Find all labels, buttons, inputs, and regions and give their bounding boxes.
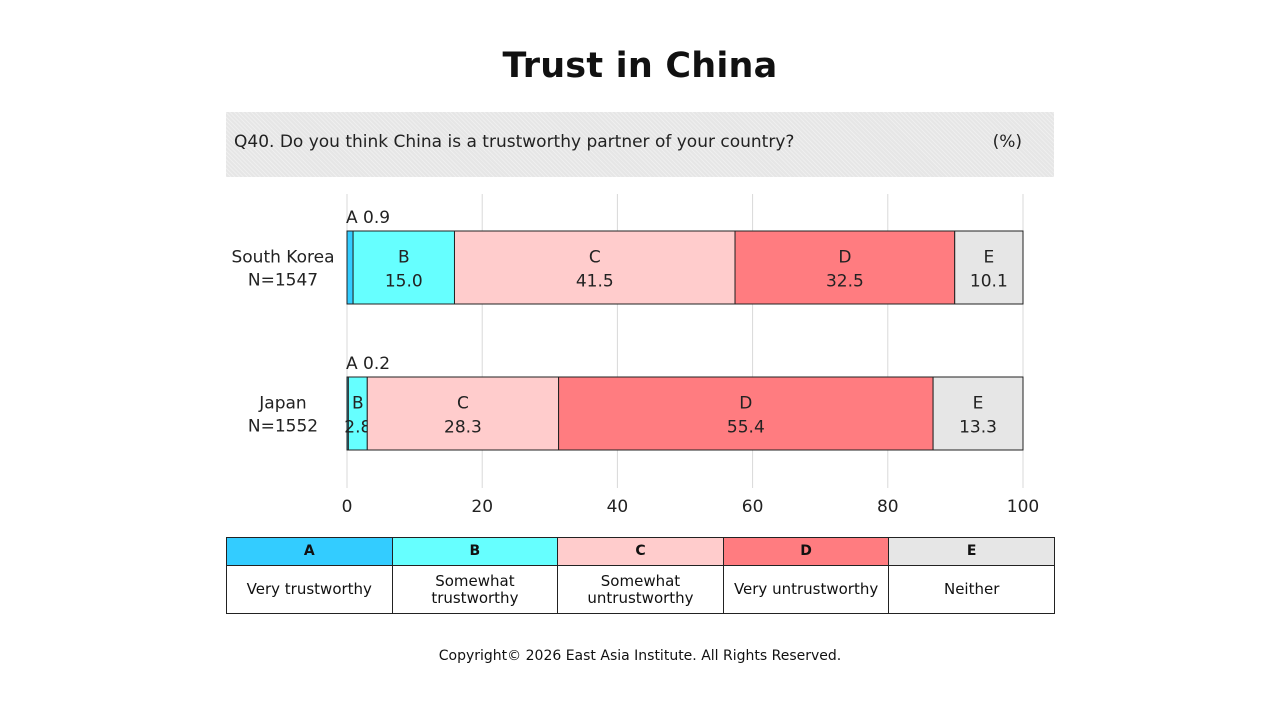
legend-label-row: Very trustworthy Somewhat trustworthy So… xyxy=(226,565,1055,614)
x-tick-label-0: 0 xyxy=(342,497,353,517)
legend-label-a: Very trustworthy xyxy=(226,565,393,614)
segment-code-B-0: B xyxy=(398,248,410,268)
legend-label-c: Somewhat untrustworthy xyxy=(557,565,724,614)
segment-code-C-1: C xyxy=(457,394,469,414)
data-label-B-1: 2.8 xyxy=(344,418,371,438)
category-label-1-line-1: N=1552 xyxy=(248,417,318,437)
data-label-C-1: 28.3 xyxy=(444,418,482,438)
segment-code-B-1: B xyxy=(352,394,364,414)
legend-code-a: A xyxy=(226,537,393,566)
legend-label-d: Very untrustworthy xyxy=(722,565,890,614)
bar-segment-C-1 xyxy=(366,376,560,451)
question-banner: Q40. Do you think China is a trustworthy… xyxy=(226,112,1054,177)
legend-code-c: C xyxy=(557,537,724,566)
x-tick-label-20: 20 xyxy=(471,497,493,517)
segment-code-E-1: E xyxy=(973,394,984,414)
segment-code-D-0: D xyxy=(838,248,851,268)
x-tick-label-40: 40 xyxy=(607,497,629,517)
legend-label-e: Neither xyxy=(888,565,1055,614)
category-label-0-line-0: South Korea xyxy=(231,248,334,268)
copyright-footer: Copyright© 2026 East Asia Institute. All… xyxy=(438,648,842,664)
unit-label: (%) xyxy=(992,132,1022,152)
legend-code-b: B xyxy=(391,537,559,566)
segment-code-E-0: E xyxy=(983,248,994,268)
bar-segment-E-0 xyxy=(954,230,1024,305)
data-label-D-0: 32.5 xyxy=(826,272,864,292)
segment-code-C-0: C xyxy=(589,248,601,268)
data-label-D-1: 55.4 xyxy=(727,418,765,438)
segment-code-D-1: D xyxy=(739,394,752,414)
x-tick-label-100: 100 xyxy=(1007,497,1039,517)
x-tick-label-60: 60 xyxy=(742,497,764,517)
legend-code-row: A B C D E xyxy=(226,537,1055,566)
question-text: Q40. Do you think China is a trustworthy… xyxy=(234,132,795,152)
bar-segment-D-1 xyxy=(558,376,934,451)
bar-segment-C-0 xyxy=(453,230,736,305)
chart-title: Trust in China xyxy=(502,46,778,86)
bar-segment-E-1 xyxy=(932,376,1024,451)
x-tick-label-80: 80 xyxy=(877,497,899,517)
data-label-E-1: 13.3 xyxy=(959,418,997,438)
legend-code-e: E xyxy=(888,537,1055,566)
category-label-0-line-1: N=1547 xyxy=(248,271,318,291)
bar-segment-B-1 xyxy=(347,376,368,451)
data-label-C-0: 41.5 xyxy=(576,272,614,292)
stacked-bar-chart: 0 20 40 60 80 100 South Korea N=1547 A 0.9 B 15.0 C… xyxy=(231,194,1039,517)
bar-segment-A-0 xyxy=(346,230,354,305)
data-label-A-0: A 0.9 xyxy=(346,208,390,228)
bar-segment-B-0 xyxy=(352,230,455,305)
legend-code-d: D xyxy=(722,537,890,566)
data-label-B-0: 15.0 xyxy=(385,272,423,292)
data-label-E-0: 10.1 xyxy=(970,272,1008,292)
category-label-1-line-0: Japan xyxy=(258,394,306,414)
data-label-A-1: A 0.2 xyxy=(346,354,390,374)
legend-label-b: Somewhat trustworthy xyxy=(391,565,559,614)
bar-segment-D-0 xyxy=(734,230,956,305)
legend-table: A B C D E Very trustworthy Somewhat trus… xyxy=(226,537,1055,614)
